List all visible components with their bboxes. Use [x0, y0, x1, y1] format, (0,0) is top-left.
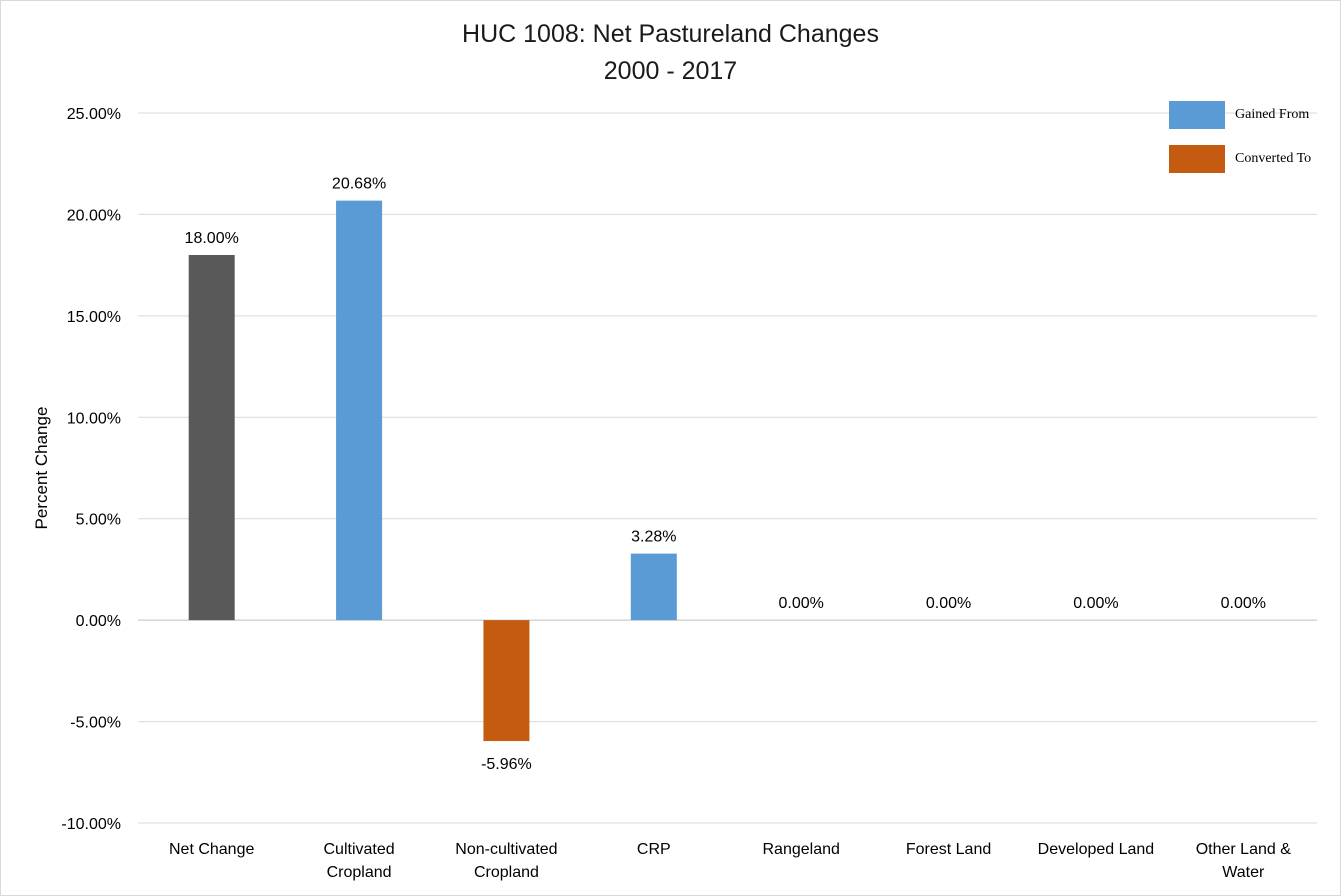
x-tick-label: Developed Land: [1038, 841, 1155, 858]
legend-label-converted-to: Converted To: [1235, 151, 1312, 166]
x-tick-label: Net Change: [169, 841, 254, 858]
x-tick-label: Forest Land: [906, 841, 991, 858]
data-label: 0.00%: [779, 595, 824, 612]
x-tick-label: Rangeland: [762, 841, 839, 858]
x-tick-label: Non-cultivated Cropland: [455, 841, 557, 881]
chart-title: HUC 1008: Net Pastureland Changes: [462, 20, 879, 48]
data-label: 0.00%: [1073, 595, 1118, 612]
bar: [630, 553, 677, 621]
y-tick-label: 25.00%: [67, 106, 121, 123]
y-tick-label: -10.00%: [61, 816, 121, 833]
y-tick-label: 15.00%: [67, 309, 121, 326]
y-tick-label: 10.00%: [67, 410, 121, 427]
y-tick-label: 5.00%: [76, 512, 121, 529]
data-label: 20.68%: [332, 176, 386, 193]
data-label: 0.00%: [926, 595, 971, 612]
data-label: 18.00%: [185, 230, 239, 247]
bar: [483, 620, 530, 742]
bar: [336, 200, 383, 621]
legend-item-gained-from: Gained From: [1169, 101, 1309, 129]
data-label: -5.96%: [481, 756, 532, 773]
legend-item-converted-to: Converted To: [1169, 145, 1311, 173]
x-tick-label: CRP: [637, 841, 671, 858]
chart-subtitle: 2000 - 2017: [603, 57, 738, 85]
x-tick-label: Cultivated Cropland: [323, 841, 394, 881]
data-label: 3.28%: [631, 529, 676, 546]
y-tick-label: -5.00%: [70, 715, 121, 732]
bar: [188, 255, 235, 621]
legend-swatch-converted-to: [1169, 145, 1225, 173]
y-tick-label: 0.00%: [76, 613, 121, 630]
data-label: 0.00%: [1221, 595, 1266, 612]
legend-label-gained-from: Gained From: [1235, 107, 1310, 122]
legend-swatch-gained-from: [1169, 101, 1225, 129]
x-tick-label: Other Land & Water: [1196, 841, 1292, 881]
y-tick-label: 20.00%: [67, 207, 121, 224]
